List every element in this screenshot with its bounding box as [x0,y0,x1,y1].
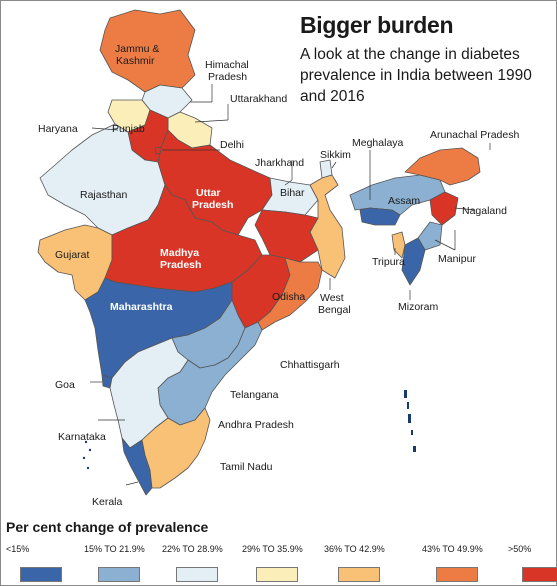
label-delhi: Delhi [220,139,244,151]
state-tripura [391,231,406,259]
state-west-bengal [309,174,346,279]
label-maharashtra: Maharashtra [110,301,173,313]
state-jharkhand [254,209,319,263]
label-uttar-pradesh-1: Uttar [196,187,221,199]
label-uttar-pradesh-2: Pradesh [192,199,233,211]
label-andhra-pradesh: Andhra Pradesh [218,419,294,431]
leader-lines [90,84,491,486]
label-chhattisgarh: Chhattisgarh [280,359,340,371]
legend-swatch [20,567,62,582]
legend-label: 15% TO 21.9% [84,544,145,554]
map-title: Bigger burden [300,12,454,38]
legend-swatch [256,567,298,582]
state-arunachal-pradesh [404,147,481,186]
legend-label: >50% [508,544,532,554]
label-meghalaya: Meghalaya [352,137,404,149]
label-odisha: Odisha [272,291,305,303]
legend-label: 36% TO 42.9% [324,544,385,554]
label-manipur: Manipur [438,253,476,265]
label-west-bengal-2: Bengal [318,304,351,316]
legend-item-43-49: 43% TO 49.9% [422,544,483,582]
legend-item-gt50: >50% [508,544,557,582]
legend-swatch [98,567,140,582]
state-mizoram [401,237,426,286]
label-tripura: Tripura [372,256,405,268]
label-himachal-2: Pradesh [208,71,247,83]
label-telangana: Telangana [230,389,279,401]
label-jammu-kashmir-1: Jammu & [115,43,159,55]
label-nagaland: Nagaland [462,205,507,217]
label-kerala: Kerala [92,496,123,508]
state-manipur [417,221,443,251]
legend-item-15-21: 15% TO 21.9% [84,544,145,582]
legend-swatch [176,567,218,582]
andaman-islands [404,390,416,452]
label-karnataka: Karnataka [58,431,106,443]
lakshadweep-islands [82,440,92,470]
label-uttarakhand: Uttarakhand [230,93,287,105]
label-mizoram: Mizoram [398,301,439,313]
label-bihar: Bihar [280,187,305,199]
legend-label: <15% [6,544,30,554]
label-jammu-kashmir-2: Kashmir [116,55,155,67]
label-punjab: Punjab [112,123,145,135]
state-meghalaya [359,207,401,226]
legend-label: 43% TO 49.9% [422,544,483,554]
label-madhya-pradesh-2: Pradesh [160,259,201,271]
legend-label: 22% TO 28.9% [162,544,223,554]
label-gujarat: Gujarat [55,249,90,261]
legend-label: 29% TO 35.9% [242,544,303,554]
label-rajasthan: Rajasthan [80,189,127,201]
label-assam: Assam [388,195,420,207]
label-arunachal: Arunachal Pradesh [430,129,519,141]
legend-swatch [436,567,478,582]
label-goa: Goa [55,379,75,391]
label-himachal-1: Himachal [205,59,249,71]
state-tamil-nadu [141,407,211,489]
legend-item-lt15: <15% [6,544,62,582]
legend-swatch [338,567,380,582]
legend-swatch [522,567,557,582]
state-odisha [257,257,323,331]
legend: <15% 15% TO 21.9% 22% TO 28.9% 29% TO 35… [6,544,557,584]
label-west-bengal-1: West [320,292,344,304]
legend-item-29-35: 29% TO 35.9% [242,544,303,582]
label-sikkim: Sikkim [320,149,351,161]
map-subtitle: A look at the change in diabetes prevale… [300,46,532,105]
legend-title: Per cent change of prevalence [6,519,209,535]
label-tamil-nadu: Tamil Nadu [220,461,273,473]
state-labels: Jammu & Kashmir Himachal Pradesh Uttarak… [38,43,519,508]
legend-item-22-28: 22% TO 28.9% [162,544,223,582]
label-haryana: Haryana [38,123,78,135]
label-madhya-pradesh-1: Madhya [160,247,199,259]
label-jharkhand: Jharkhand [255,157,304,169]
india-map: Jammu & Kashmir Himachal Pradesh Uttarak… [37,9,519,508]
legend-item-36-42: 36% TO 42.9% [324,544,385,582]
